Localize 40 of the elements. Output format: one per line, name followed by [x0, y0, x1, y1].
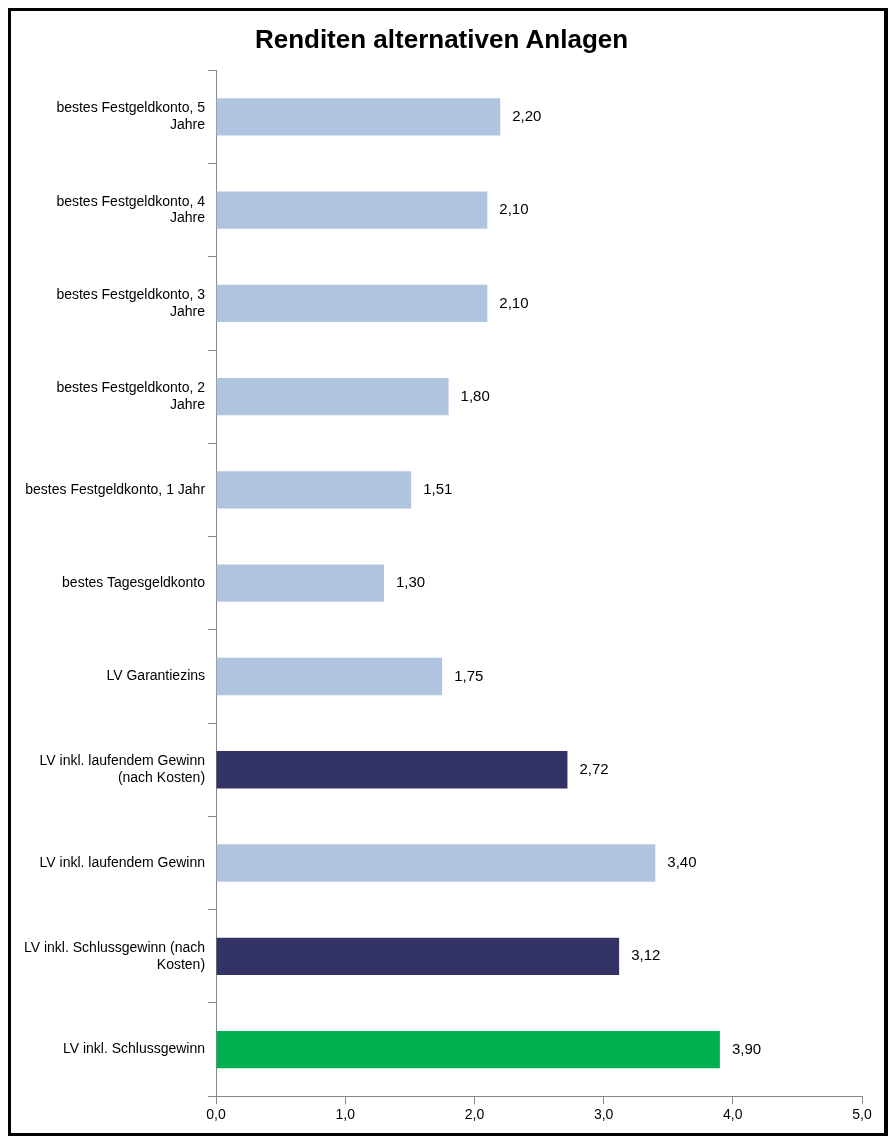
- data-label: 1,75: [454, 666, 484, 684]
- data-label: 3,90: [731, 1039, 762, 1057]
- y-tick-label: bestes Festgeldkonto, 5 Jahre: [56, 99, 206, 133]
- y-tick-label: bestes Festgeldkonto, 2 Jahre: [56, 379, 206, 412]
- bar: [216, 284, 488, 323]
- data-label: 2,10: [499, 293, 529, 311]
- x-tick-label: 0,0: [206, 1106, 226, 1123]
- y-tick-label: bestes Festgeldkonto, 4 Jahre: [56, 192, 206, 226]
- bar: [216, 191, 488, 229]
- bar: [216, 657, 443, 696]
- chart-title: Renditen alternativen Anlagen: [254, 23, 629, 54]
- bar: [216, 564, 384, 602]
- y-tick-label: LV inkl. laufendem Gewinn: [39, 853, 206, 870]
- y-tick-label: bestes Tagesgeldkonto: [62, 574, 206, 591]
- data-label: 1,30: [396, 573, 426, 591]
- data-label: 2,10: [499, 200, 529, 218]
- data-label: 3,40: [667, 853, 697, 871]
- bar: [216, 378, 449, 416]
- x-tick-label: 5,0: [852, 1106, 872, 1123]
- y-tick-label: bestes Festgeldkonto, 1 Jahr: [25, 480, 206, 497]
- data-label: 2,20: [512, 106, 542, 124]
- data-label: 3,12: [631, 946, 661, 964]
- y-tick-label: LV inkl. laufendem Gewinn (nach Kosten): [39, 752, 206, 785]
- bar: [216, 844, 656, 882]
- y-tick-label: LV inkl. Schlussgewinn (nach Kosten): [23, 938, 206, 972]
- x-tick-label: 3,0: [593, 1106, 614, 1123]
- y-tick-label: LV Garantiezins: [106, 667, 206, 684]
- bar: [216, 471, 412, 509]
- x-tick-label: 2,0: [464, 1106, 485, 1123]
- bar: [216, 1030, 720, 1069]
- y-tick-label: LV inkl. Schlussgewinn: [62, 1040, 206, 1057]
- y-tick-label: bestes Festgeldkonto, 3 Jahre: [56, 285, 206, 319]
- data-label: 1,51: [423, 480, 453, 498]
- x-tick-label: 4,0: [723, 1106, 743, 1123]
- bar: [216, 98, 501, 136]
- x-tick-label: 1,0: [335, 1106, 356, 1123]
- data-label: 1,80: [460, 386, 490, 404]
- bar: [216, 937, 620, 975]
- bar: [216, 751, 568, 789]
- data-label: 2,72: [579, 759, 609, 777]
